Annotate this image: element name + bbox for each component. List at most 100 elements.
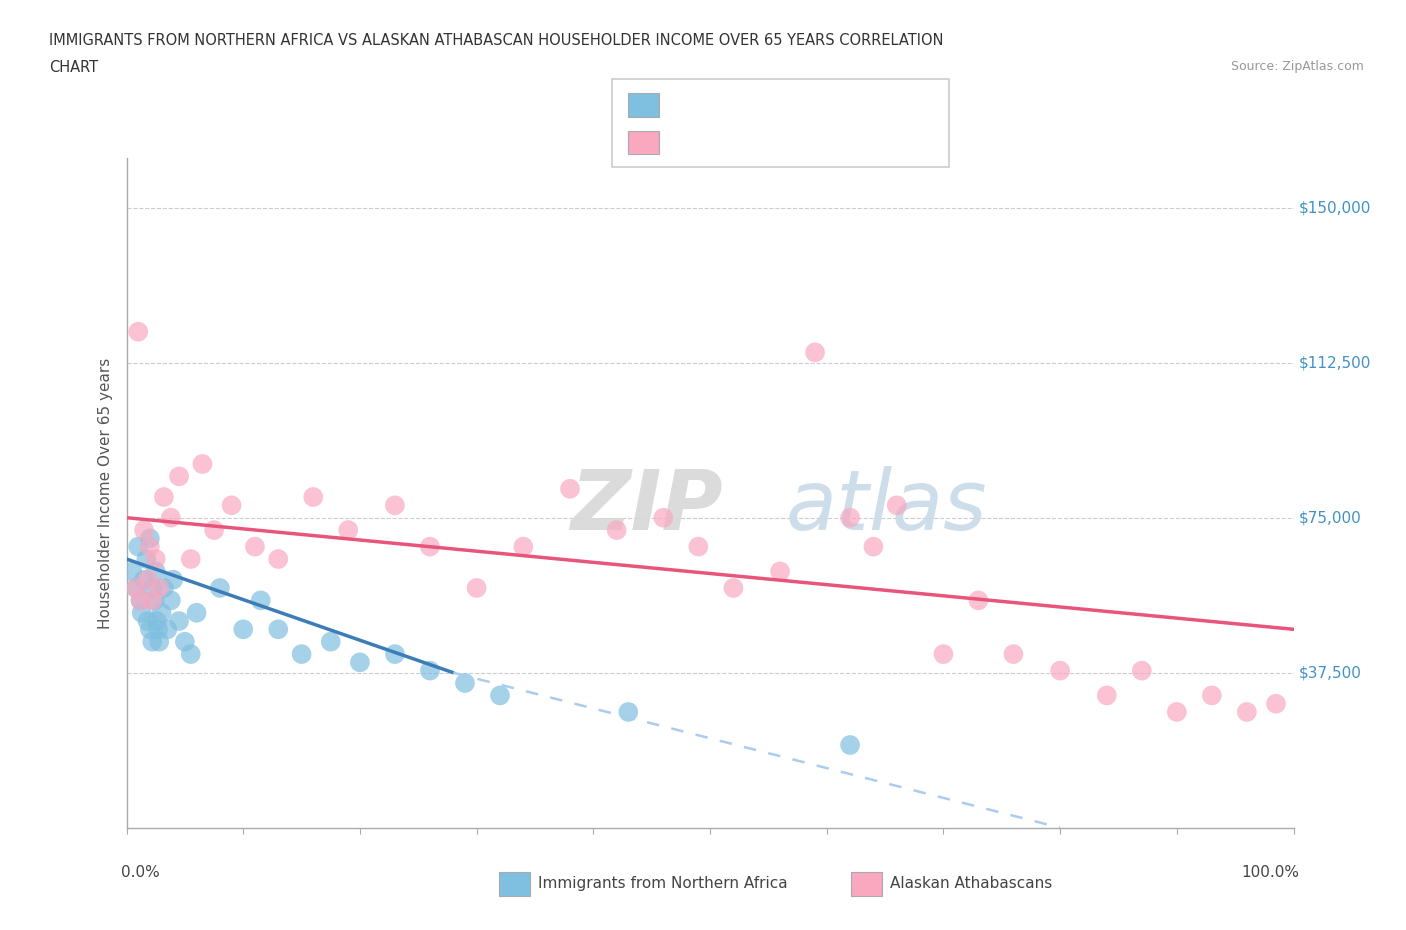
Text: Source: ZipAtlas.com: Source: ZipAtlas.com [1230, 60, 1364, 73]
Point [167, 469, 190, 484]
Text: Immigrants from Northern Africa: Immigrants from Northern Africa [538, 876, 789, 891]
Point [153, 580, 176, 595]
Point [419, 663, 441, 678]
Text: N =: N = [789, 133, 841, 152]
Point [349, 655, 371, 670]
Point [512, 539, 534, 554]
Y-axis label: Householder Income Over 65 years: Householder Income Over 65 years [98, 357, 114, 629]
Point [839, 737, 862, 752]
Point [454, 675, 477, 690]
Point [139, 539, 162, 554]
Point [1095, 688, 1118, 703]
Point [1002, 646, 1025, 661]
Point [180, 646, 202, 661]
Point [1201, 688, 1223, 703]
Point [267, 622, 290, 637]
Text: N =: N = [789, 96, 841, 114]
Text: $37,500: $37,500 [1299, 665, 1362, 680]
Point [1236, 705, 1258, 720]
Text: 0.0%: 0.0% [121, 865, 159, 880]
Point [145, 564, 167, 578]
Point [139, 622, 162, 637]
Point [419, 539, 441, 554]
Point [160, 511, 183, 525]
Text: R =: R = [673, 96, 713, 114]
Point [136, 614, 159, 629]
Point [769, 564, 792, 578]
Point [1049, 663, 1071, 678]
Point [967, 593, 990, 608]
Point [208, 580, 231, 595]
Point [804, 345, 827, 360]
Point [688, 539, 710, 554]
Point [839, 511, 862, 525]
Point [465, 580, 488, 595]
Point [1265, 697, 1288, 711]
Point [290, 646, 312, 661]
Point [153, 489, 176, 504]
Point [132, 572, 155, 587]
Point [132, 523, 155, 538]
Text: -0.471: -0.471 [716, 96, 780, 114]
Text: CHART: CHART [49, 60, 98, 75]
Point [221, 498, 243, 512]
Text: IMMIGRANTS FROM NORTHERN AFRICA VS ALASKAN ATHABASCAN HOUSEHOLDER INCOME OVER 65: IMMIGRANTS FROM NORTHERN AFRICA VS ALASK… [49, 33, 943, 47]
Point [150, 605, 173, 620]
Point [202, 523, 225, 538]
Point [558, 482, 581, 497]
Text: -0.338: -0.338 [716, 133, 780, 152]
Point [249, 593, 271, 608]
Point [617, 705, 640, 720]
Text: R =: R = [673, 133, 713, 152]
Point [160, 593, 183, 608]
Text: 50: 50 [849, 133, 875, 152]
Text: Alaskan Athabascans: Alaskan Athabascans [890, 876, 1052, 891]
Point [243, 539, 266, 554]
Point [267, 551, 290, 566]
Point [723, 580, 745, 595]
Point [932, 646, 955, 661]
Point [174, 634, 197, 649]
Point [125, 580, 148, 595]
Point [162, 572, 184, 587]
Point [136, 572, 159, 587]
Point [862, 539, 884, 554]
Point [384, 498, 406, 512]
Point [319, 634, 342, 649]
Point [125, 580, 148, 595]
Point [146, 614, 169, 629]
Point [127, 539, 149, 554]
Point [148, 580, 170, 595]
Point [652, 511, 675, 525]
Point [1130, 663, 1153, 678]
Point [145, 551, 167, 566]
Text: $150,000: $150,000 [1299, 200, 1371, 215]
Point [139, 531, 162, 546]
Point [146, 622, 169, 637]
Text: 100.0%: 100.0% [1241, 865, 1299, 880]
Point [135, 551, 157, 566]
Point [141, 593, 163, 608]
Text: 39: 39 [849, 96, 875, 114]
Point [180, 551, 202, 566]
Point [886, 498, 908, 512]
Point [1166, 705, 1188, 720]
Point [489, 688, 512, 703]
Point [302, 489, 325, 504]
Point [121, 564, 143, 578]
Text: $75,000: $75,000 [1299, 511, 1362, 525]
Point [148, 634, 170, 649]
Point [131, 605, 153, 620]
Text: $112,500: $112,500 [1299, 355, 1371, 370]
Point [186, 605, 208, 620]
Point [156, 622, 179, 637]
Point [384, 646, 406, 661]
Point [141, 634, 163, 649]
Point [143, 593, 166, 608]
Point [232, 622, 254, 637]
Point [127, 325, 149, 339]
Text: ZIP: ZIP [569, 466, 723, 547]
Point [191, 457, 214, 472]
Point [337, 523, 360, 538]
Point [129, 593, 152, 608]
